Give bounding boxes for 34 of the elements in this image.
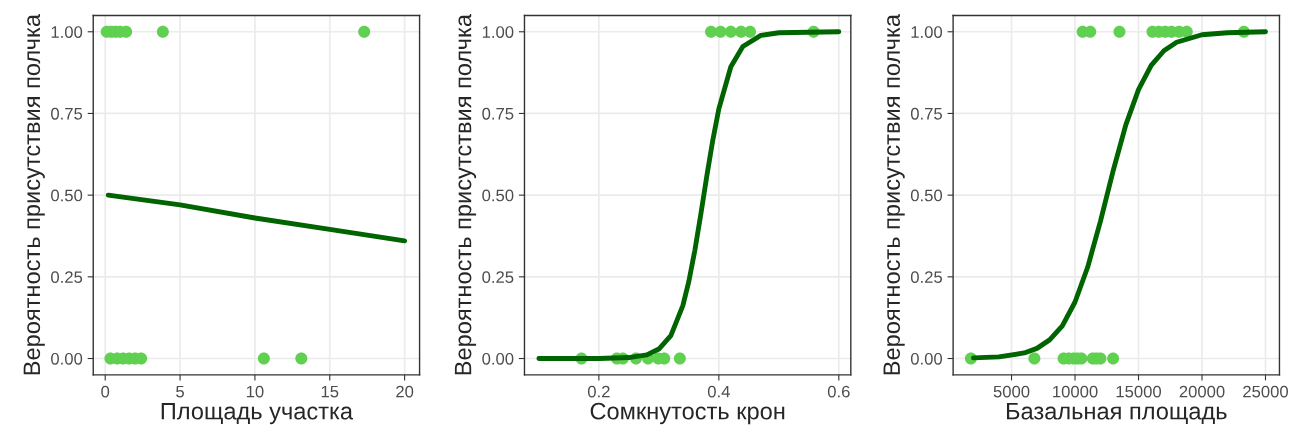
y-tick-label: 0.75: [482, 107, 514, 120]
y-tick-label: 0.50: [482, 189, 514, 202]
y-axis-title: Вероятность присутствия полчка: [454, 14, 477, 375]
y-tick-label: 0.00: [51, 352, 83, 365]
y-tick-label: 1.00: [482, 26, 514, 38]
y-axis-title: Вероятность присутствия полчка: [883, 14, 905, 375]
y-tick-label: 0.00: [910, 352, 943, 365]
x-tick-label: 0: [101, 385, 110, 398]
y-tick-label: 0.25: [910, 271, 943, 284]
x-tick-label: 20: [396, 385, 414, 398]
x-tick-label: 10: [246, 385, 264, 398]
x-tick-label: 5000: [993, 385, 1030, 398]
y-axis-title: Вероятность присутствия полчка: [23, 14, 45, 375]
y-tick-label: 0.25: [482, 271, 514, 284]
x-tick-label: 0.4: [707, 385, 730, 398]
x-tick-label: 15: [321, 385, 339, 398]
x-axis-title: Площадь участка: [161, 403, 354, 425]
x-tick-label: 15000: [1116, 385, 1162, 398]
y-tick-label: 1.00: [51, 26, 83, 38]
y-tick-label: 0.50: [910, 189, 943, 202]
x-tick-label: 0.6: [827, 385, 850, 398]
x-tick-label: 0.2: [587, 385, 610, 398]
y-tick-label: 0.75: [51, 107, 83, 120]
y-tick-label: 0.75: [910, 107, 943, 120]
x-axis-title: Базальная площадь: [1006, 403, 1227, 425]
y-tick-label: 1.00: [911, 26, 943, 38]
y-tick-label: 0.00: [482, 352, 514, 365]
y-tick-label: 0.25: [51, 271, 83, 284]
x-axis-title: Сомкнутость крон: [590, 402, 785, 425]
x-tick-label: 20000: [1179, 385, 1225, 398]
x-tick-label: 10000: [1053, 385, 1098, 398]
x-tick-label: 25000: [1243, 385, 1289, 398]
x-tick-label: 5: [176, 385, 184, 398]
y-tick-label: 0.50: [51, 189, 83, 202]
